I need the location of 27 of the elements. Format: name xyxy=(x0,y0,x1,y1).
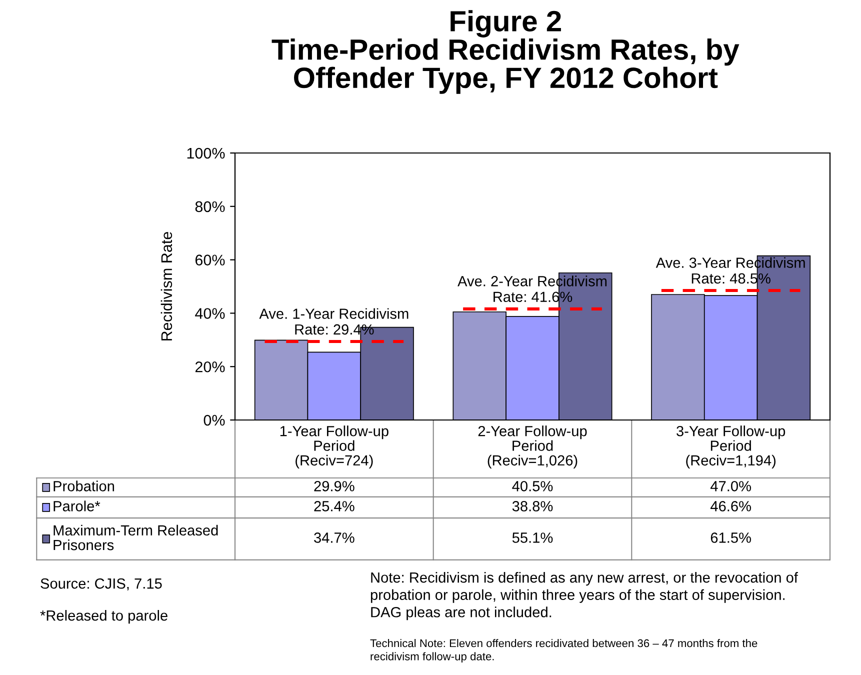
x-tick-label: 3-Year Follow-up Period (Reciv=1,194) xyxy=(676,426,786,468)
y-tick-label: 0% xyxy=(204,414,225,426)
source-note: Source: CJIS, 7.15 xyxy=(40,578,162,590)
data-label: 47.0% xyxy=(710,481,751,492)
legend-label: Probation xyxy=(54,480,114,492)
y-tick-label: 40% xyxy=(195,308,225,319)
text: Note: Recidivism is defined as any new arrest, or the revocation of probation or parole, within three years of the start of supervision. DAG pleas are not included. xyxy=(370,572,798,620)
data-label: 61.5% xyxy=(710,532,751,543)
data-label: 38.8% xyxy=(512,501,553,512)
x-tick-label: 1-Year Follow-up Period (Reciv=724) xyxy=(280,426,388,468)
y-tick-label: 80% xyxy=(195,201,225,212)
legend-label: Maximum-Term Released Prisoners xyxy=(54,524,218,550)
x-tick-label: 2-Year Follow-up Period (Reciv=1,026) xyxy=(478,426,587,468)
y-tick-label: 60% xyxy=(195,254,225,266)
data-label: 55.1% xyxy=(512,532,553,543)
data-label: 29.9% xyxy=(314,481,354,492)
data-label: 40.5% xyxy=(512,481,553,492)
data-label: 46.6% xyxy=(710,501,751,512)
y-tick-label: 20% xyxy=(195,361,225,372)
text: Technical Note: Eleven offenders recidivated between 36 – 47 months from the recidivism follow-up date. xyxy=(370,639,758,663)
data-label: 25.4% xyxy=(314,501,354,512)
y-axis-title: Recidivism Rate xyxy=(160,232,172,340)
data-label: 34.7% xyxy=(314,532,354,543)
y-tick-label: 100% xyxy=(187,148,225,159)
text: *Released to parole xyxy=(40,610,168,624)
chart-title: Figure 2 Time-Period Recidivism Rates, by Offender Type, FY 2012 Cohort xyxy=(272,10,740,94)
legend-label: Parole* xyxy=(54,500,100,512)
